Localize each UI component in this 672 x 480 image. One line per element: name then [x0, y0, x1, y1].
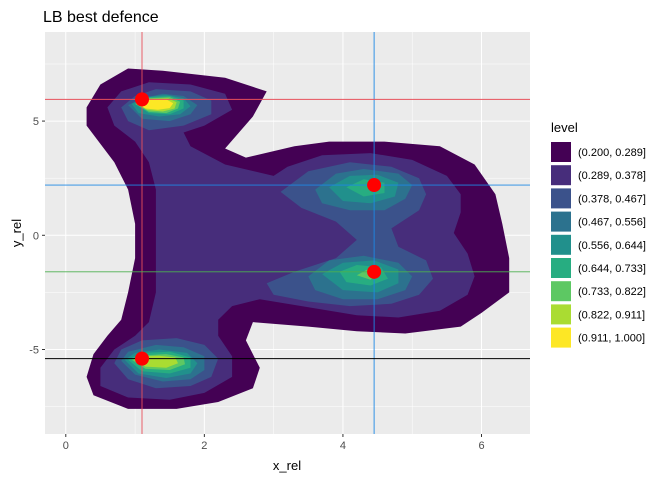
data-point	[135, 351, 149, 366]
highlight-points	[135, 92, 382, 366]
legend-items: (0.200, 0.289] (0.289, 0.378] (0.378, 0.46…	[551, 142, 646, 348]
data-point	[135, 92, 149, 107]
legend-swatch	[551, 258, 571, 278]
x-axis-title: x_rel	[273, 458, 301, 473]
data-point	[367, 178, 382, 193]
reference-lines	[45, 32, 530, 434]
legend-swatch	[551, 142, 571, 162]
contour-region-level-2	[100, 82, 475, 400]
legend-swatch	[551, 188, 571, 209]
legend-label: (0.822, 0.911]	[578, 309, 645, 321]
x-axis-ticks: 0 2 4 6	[63, 434, 485, 452]
x-tick-label: 4	[340, 440, 346, 452]
chart-title: LB best defence	[43, 9, 159, 26]
legend-label: (0.378, 0.467]	[578, 193, 646, 205]
legend-swatch	[551, 281, 571, 302]
legend-label: (0.200, 0.289]	[578, 147, 646, 159]
y-tick-label: -5	[29, 344, 39, 356]
y-axis-title: y_rel	[9, 219, 24, 247]
x-tick-label: 0	[63, 440, 69, 452]
contour-levels	[86, 68, 510, 409]
x-tick-label: 6	[478, 440, 484, 452]
legend-label: (0.644, 0.733]	[578, 263, 646, 275]
x-tick-label: 2	[201, 440, 207, 452]
legend: level (0.200, 0.289] (0.289, 0.378] (0.378…	[551, 120, 646, 348]
legend-label: (0.911, 1.000]	[578, 333, 645, 345]
y-tick-label: 0	[33, 230, 39, 242]
legend-swatch	[551, 304, 571, 325]
legend-label: (0.556, 0.644]	[578, 240, 646, 252]
data-point	[367, 264, 382, 279]
legend-swatch	[551, 327, 571, 348]
legend-label: (0.733, 0.822]	[578, 286, 646, 298]
legend-label: (0.467, 0.556]	[578, 217, 646, 229]
legend-swatch	[551, 234, 571, 255]
legend-title: level	[551, 120, 578, 135]
y-axis-ticks: -5 0 5	[29, 116, 45, 356]
legend-label: (0.289, 0.378]	[578, 170, 646, 182]
legend-swatch	[551, 165, 571, 186]
y-tick-label: 5	[33, 116, 39, 128]
legend-swatch	[551, 211, 571, 232]
